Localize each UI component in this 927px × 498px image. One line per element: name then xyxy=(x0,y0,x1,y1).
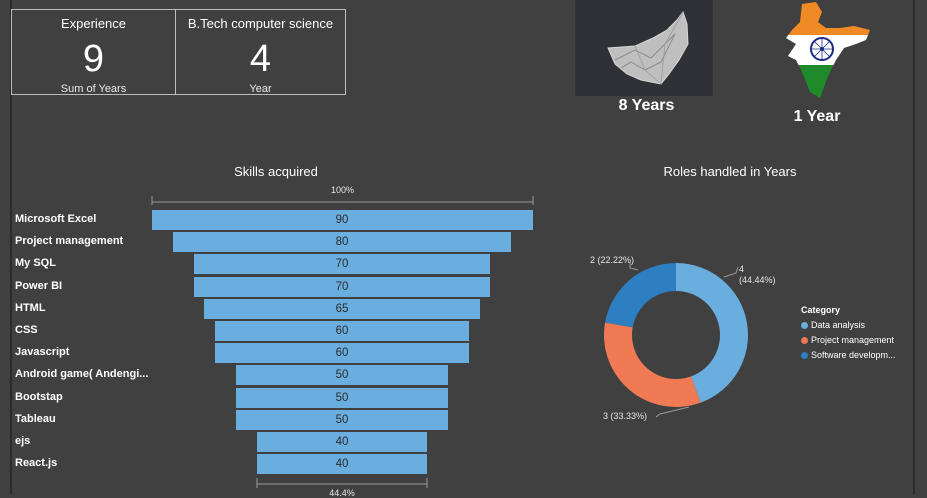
legend-item-data-analysis[interactable]: Data analysis xyxy=(801,320,896,330)
legend-item-software-development[interactable]: Software developm... xyxy=(801,350,896,360)
funnel-category-label: Project management xyxy=(15,235,124,248)
funnel-bar[interactable]: 70 xyxy=(193,254,491,275)
funnel-category-label: ejs xyxy=(15,435,31,447)
funnel-bar[interactable]: 50 xyxy=(236,365,448,386)
funnel-bar[interactable]: 70 xyxy=(193,276,491,297)
legend-title: Category xyxy=(801,305,841,315)
data-label-software-development: 2 (22.22%) xyxy=(590,255,635,265)
funnel-category-label: Android game( Andengi... xyxy=(15,368,149,381)
legend-dot-icon xyxy=(801,336,808,344)
legend-item-project-management[interactable]: Project management xyxy=(801,335,896,345)
skills-chart-title: Skills acquired xyxy=(234,164,318,179)
experience-card: Experience 9 Sum of Years xyxy=(11,9,176,95)
funnel-category-label: Power BI xyxy=(15,279,63,292)
funnel-bar[interactable]: 60 xyxy=(215,343,469,364)
funnel-category-label: HTML xyxy=(15,301,46,314)
funnel-bar[interactable]: 50 xyxy=(236,409,448,430)
funnel-category-label: Javascript xyxy=(15,346,70,359)
card-value: 9 xyxy=(82,38,105,80)
funnel-bar[interactable]: 90 xyxy=(151,210,533,230)
frame-right-edge xyxy=(913,0,915,494)
data-label-leader-line xyxy=(655,406,690,418)
funnel-bar[interactable]: 65 xyxy=(204,298,480,319)
frame-left-edge xyxy=(10,0,12,494)
card-title: B.Tech computer science xyxy=(187,16,334,31)
data-label-data-analysis: 4 (44.44%) xyxy=(739,264,776,285)
roles-chart-title: Roles handled in Years xyxy=(663,164,797,179)
card-title: Experience xyxy=(60,16,127,31)
india-years-label: 1 Year xyxy=(793,108,841,125)
funnel-category-label: React.js xyxy=(15,457,58,470)
funnel-bottom-axis xyxy=(256,478,428,488)
roles-legend: Category Data analysis Project managemen… xyxy=(801,305,896,360)
funnel-category-label: Bootstap xyxy=(15,390,63,403)
funnel-category-label: Tableau xyxy=(15,412,56,425)
funnel-bottom-axis-label: 44.4% xyxy=(329,488,355,498)
funnel-bar[interactable]: 40 xyxy=(257,432,427,452)
data-label-leader-line xyxy=(629,262,639,271)
uae-map-panel xyxy=(575,0,713,96)
donut-slice[interactable] xyxy=(605,263,676,328)
card-value: 4 xyxy=(249,38,272,80)
funnel-category-label: CSS xyxy=(15,324,38,336)
funnel-top-axis-label: 100% xyxy=(330,185,355,195)
legend-dot-icon xyxy=(801,321,808,329)
data-label-leader-line xyxy=(723,266,739,278)
legend-dot-icon xyxy=(801,351,808,359)
data-label-project-management: 3 (33.33%) xyxy=(603,411,648,421)
funnel-category-label: Microsoft Excel xyxy=(15,213,97,225)
funnel-top-axis xyxy=(151,196,534,205)
donut-slice[interactable] xyxy=(604,322,701,407)
uae-years-label: 8 Years xyxy=(618,97,675,114)
funnel-bar[interactable]: 50 xyxy=(236,387,448,408)
india-flag-map-icon xyxy=(786,2,870,98)
btech-card: B.Tech computer science 4 Year xyxy=(175,9,346,95)
funnel-bar[interactable]: 80 xyxy=(172,232,512,253)
card-subtitle: Year xyxy=(249,83,272,95)
funnel-bar[interactable]: 40 xyxy=(257,454,427,475)
uae-map-icon xyxy=(607,10,689,85)
donut-slice[interactable] xyxy=(676,263,748,403)
card-subtitle: Sum of Years xyxy=(60,83,127,95)
roles-donut-chart xyxy=(604,262,748,418)
funnel-bar[interactable]: 60 xyxy=(215,321,469,341)
funnel-category-label: My SQL xyxy=(15,257,56,270)
